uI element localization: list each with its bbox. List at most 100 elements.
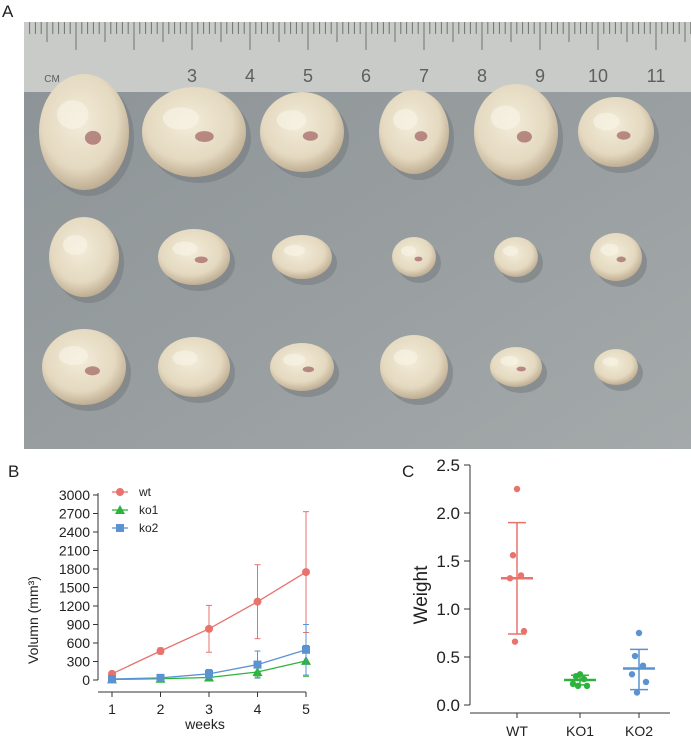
tumor-highlight	[58, 346, 89, 366]
panel-label-b: B	[8, 462, 20, 481]
tumor-specimen	[490, 347, 547, 393]
y-tick-label: 2.5	[436, 456, 460, 475]
tumor-highlight	[393, 349, 418, 366]
WT-point	[509, 552, 517, 559]
y-tick-label: 300	[67, 654, 91, 670]
tumor-body	[392, 237, 436, 277]
x-tick-label: WT	[506, 723, 528, 738]
tumor-highlight	[172, 350, 198, 366]
tumor-body	[494, 237, 538, 277]
tumor-body	[379, 90, 449, 174]
tumor-body	[270, 343, 334, 391]
ruler-label: 6	[361, 66, 371, 86]
wt-point	[156, 647, 165, 656]
tumor-specimen	[590, 233, 647, 287]
tumor-specimen	[270, 343, 339, 397]
tumor-body	[590, 233, 642, 281]
KO2-point	[642, 678, 650, 686]
ruler-label: 9	[535, 66, 545, 86]
y-tick-label: 600	[67, 635, 91, 651]
tumor-body	[158, 229, 230, 285]
x-tick-label: KO2	[625, 723, 653, 738]
tumor-blood-spot	[302, 366, 315, 373]
tumor-specimen	[380, 335, 453, 405]
tumor-blood-spot	[302, 131, 318, 141]
tumor-blood-spot	[414, 256, 423, 262]
ko2-point	[205, 669, 213, 678]
tumor-body	[39, 74, 129, 190]
tumor-body	[272, 235, 332, 279]
WT-point	[506, 575, 514, 582]
KO2-point	[631, 652, 639, 660]
x-tick-label: 5	[302, 701, 310, 717]
tumor-specimen	[260, 92, 349, 178]
tumor-specimen	[379, 90, 454, 180]
KO1-point	[574, 682, 582, 689]
x-axis-label: weeks	[184, 716, 225, 732]
y-tick-label: 2700	[59, 506, 90, 522]
WT-point	[511, 638, 519, 645]
WT-point	[520, 627, 528, 635]
x-tick-label: KO1	[566, 723, 594, 738]
tumor-specimen	[594, 349, 643, 391]
tumor-blood-spot	[516, 131, 532, 143]
tumor-specimen	[142, 87, 251, 183]
tumor-blood-spot	[195, 131, 214, 142]
tumor-body	[142, 87, 246, 177]
KO1-point	[569, 680, 577, 688]
tumor-blood-spot	[84, 130, 102, 145]
tumor-highlight	[57, 100, 89, 130]
tumor-specimen	[42, 329, 131, 411]
ruler-label: 10	[588, 66, 608, 86]
tumor-specimens-photo: CM 3 4 5 6 7 8 9 10 11	[24, 22, 691, 449]
ko2-point	[156, 673, 165, 682]
KO2-point	[633, 689, 641, 696]
tumor-specimen	[392, 237, 441, 283]
y-tick-label: 0.5	[436, 648, 460, 667]
tumor-highlight	[593, 112, 620, 131]
ruler-label: 5	[303, 66, 313, 86]
y-tick-label: 2400	[59, 524, 90, 540]
tumor-highlight	[393, 108, 418, 130]
tumor-blood-spot	[84, 366, 100, 376]
tumor-highlight	[490, 105, 521, 130]
tumor-specimen	[494, 237, 543, 283]
KO2-point	[628, 671, 636, 678]
tumor-body	[474, 84, 558, 180]
wt-point	[253, 597, 262, 606]
ruler-label: 8	[477, 66, 487, 86]
ruler: CM 3 4 5 6 7 8 9 10 11	[24, 22, 691, 92]
x-tick-label: 4	[254, 701, 262, 717]
tumor-highlight	[602, 357, 619, 367]
y-tick-label: 1800	[59, 561, 90, 577]
y-axis-label: Volumn (mm³)	[25, 576, 41, 664]
legend-marker	[115, 505, 125, 514]
tumor-blood-spot	[414, 131, 428, 142]
WT-point	[517, 572, 525, 579]
tumor-body	[260, 92, 344, 172]
tumor-blood-spot	[616, 131, 631, 140]
tumor-specimen	[474, 84, 563, 186]
y-tick-label: 0.0	[436, 696, 460, 715]
ko2-point	[108, 675, 116, 684]
ruler-label: 3	[187, 66, 197, 86]
legend-label-ko2: ko2	[139, 521, 159, 535]
legend-label-wt: wt	[138, 485, 152, 499]
x-tick-label: 2	[157, 701, 165, 717]
panel-label-c: C	[402, 462, 415, 481]
y-tick-label: 1500	[59, 580, 90, 596]
y-tick-label: 1.0	[436, 600, 460, 619]
tumor-blood-spot	[516, 366, 526, 372]
tumor-specimen	[39, 74, 134, 196]
volume-growth-chart: 0 300 600 900 1200 1500 1800 2100 2400 2700 3000 1 2…	[25, 485, 311, 732]
y-tick-label: 1.5	[436, 552, 460, 571]
tumor-specimen	[158, 337, 235, 403]
KO2-point	[635, 629, 643, 637]
y-tick-label: 1200	[59, 598, 90, 614]
y-axis-label: Weight	[411, 565, 432, 625]
legend-label-ko1: ko1	[139, 503, 159, 517]
tumor-specimen	[578, 97, 659, 173]
KO1-point	[572, 673, 580, 680]
tumor-body	[594, 349, 638, 385]
y-tick-label: 3000	[59, 487, 90, 503]
